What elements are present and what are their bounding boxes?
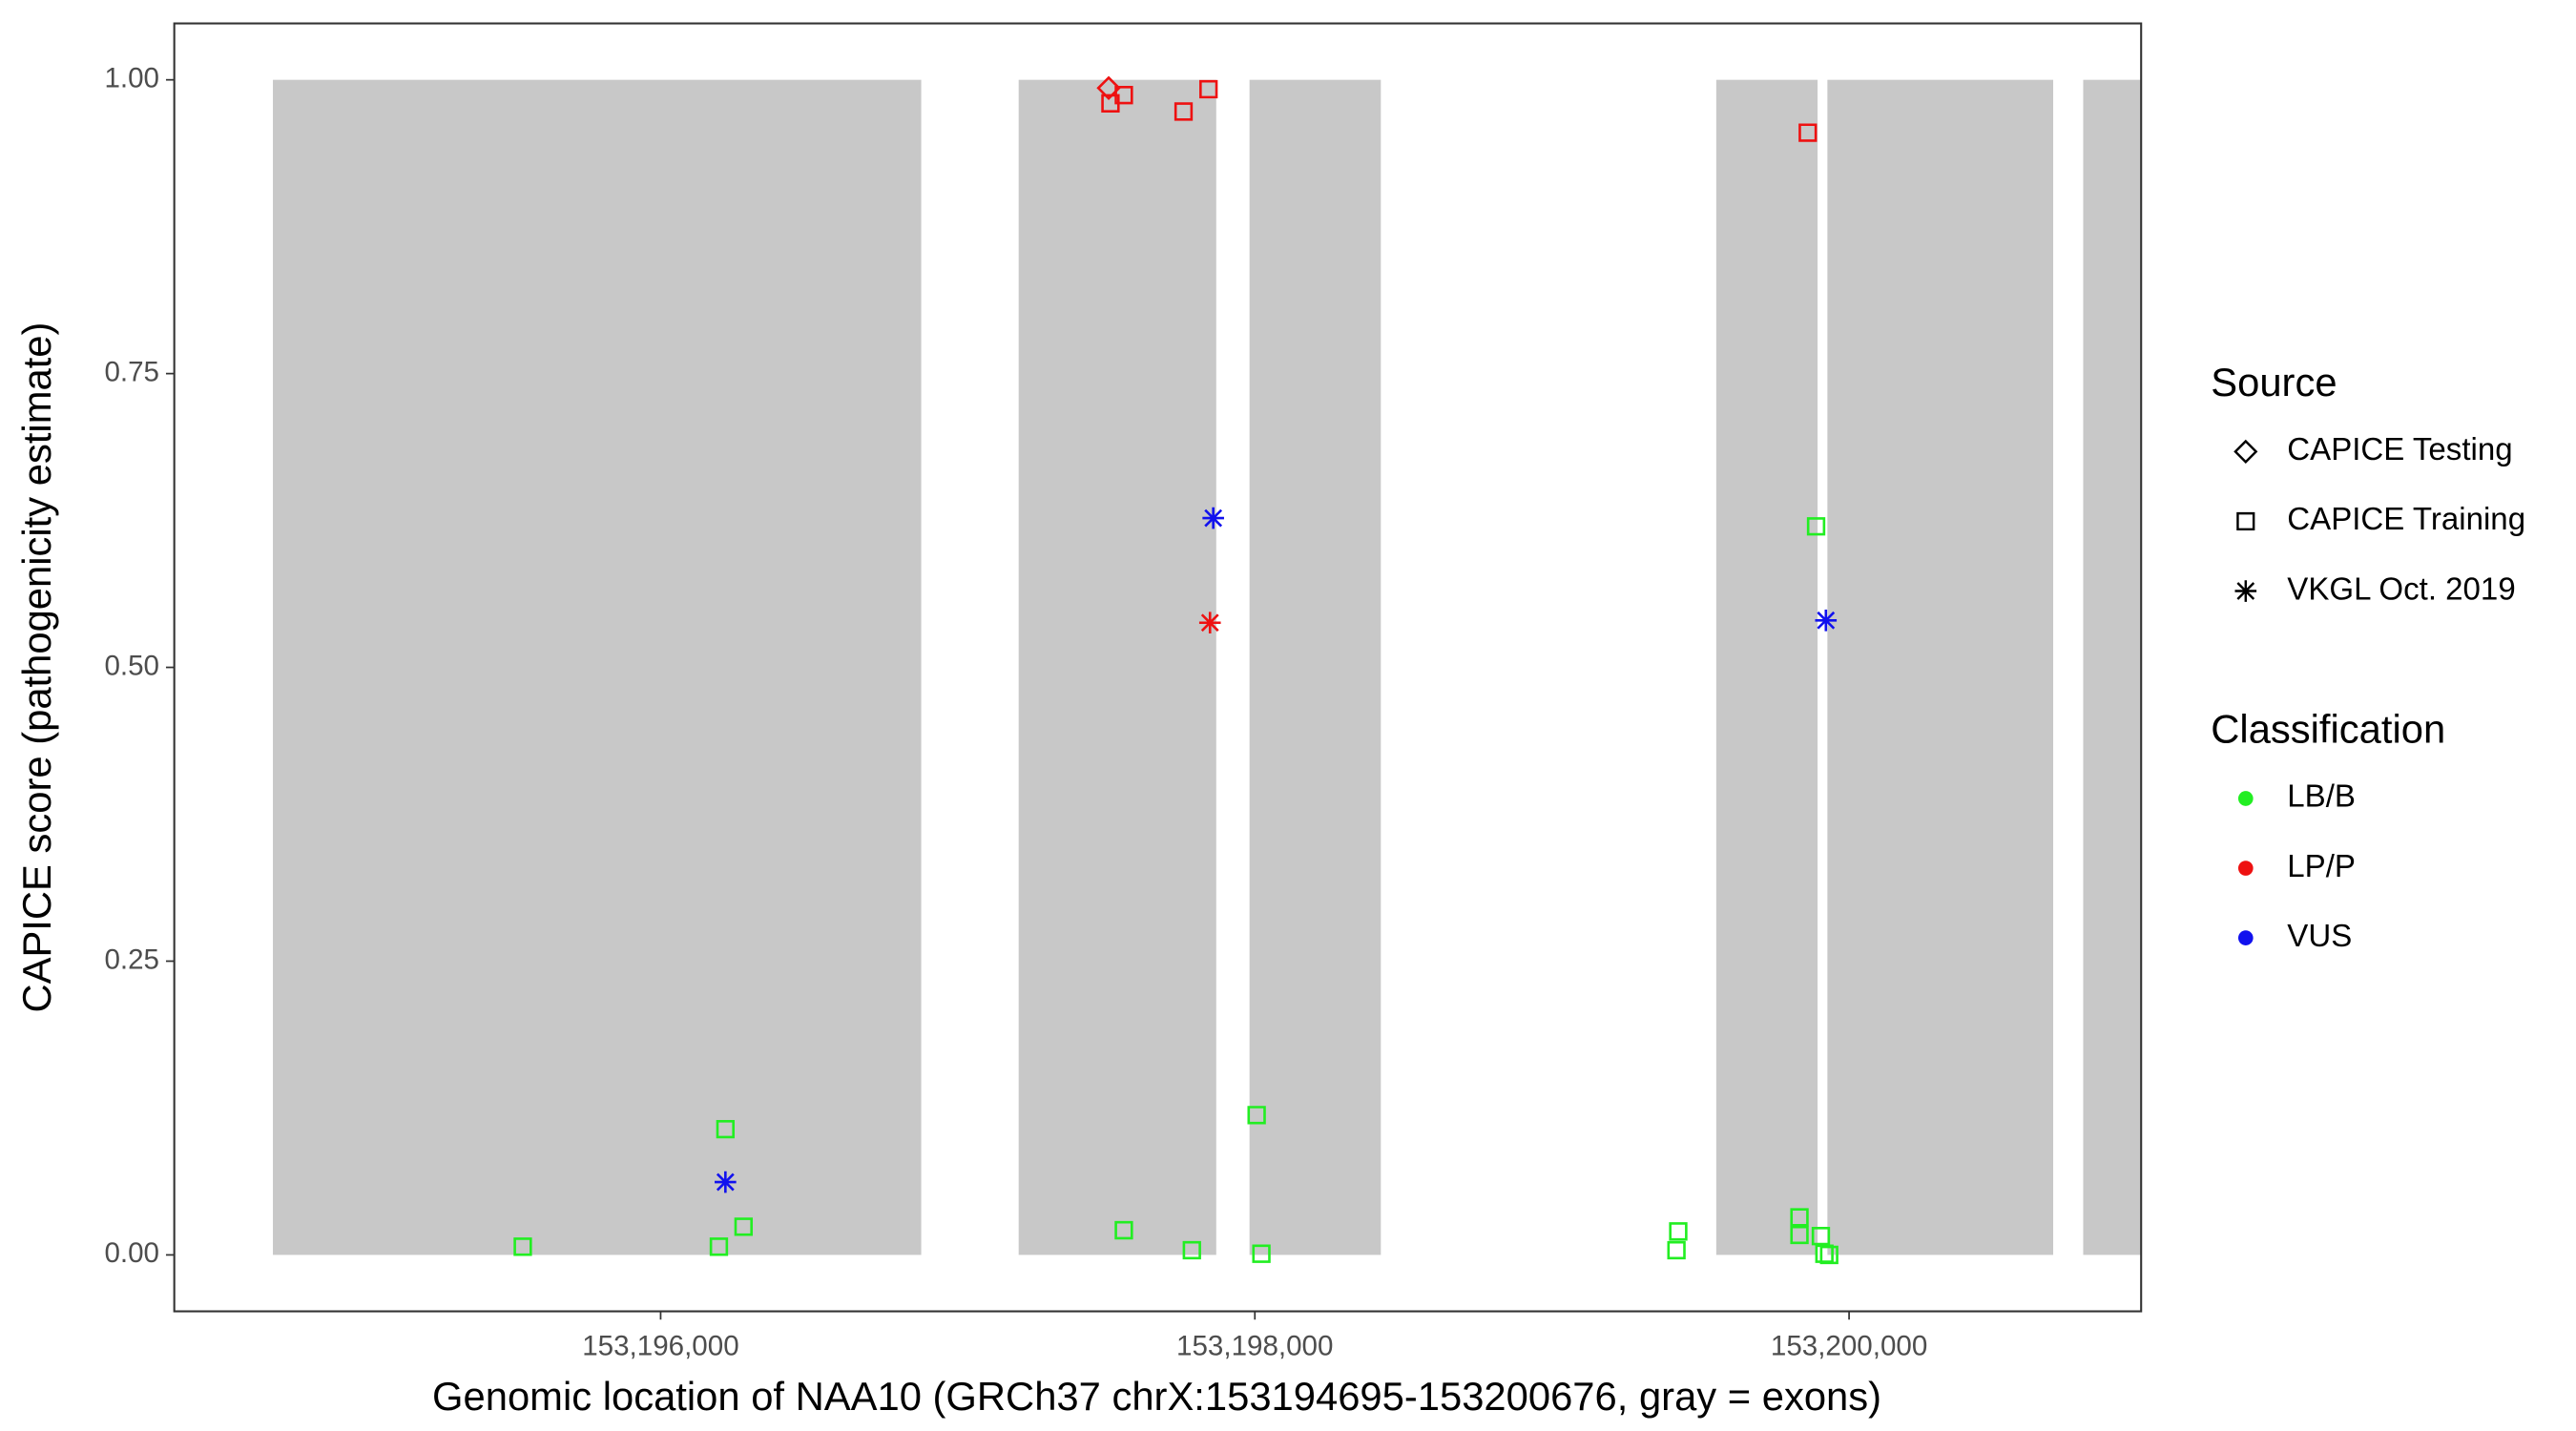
legend-key bbox=[2234, 580, 2257, 602]
point bbox=[1101, 93, 1120, 113]
point bbox=[715, 1171, 737, 1193]
legend-key bbox=[2233, 439, 2258, 464]
point bbox=[709, 1237, 729, 1256]
legend-label: VUS bbox=[2287, 919, 2352, 954]
point bbox=[1252, 1244, 1271, 1263]
legend-key bbox=[2236, 511, 2255, 531]
point bbox=[1114, 86, 1133, 105]
point bbox=[1198, 612, 1221, 634]
point bbox=[734, 1217, 753, 1236]
y-tick-label: 0.25 bbox=[104, 944, 159, 975]
y-tick-label: 1.00 bbox=[104, 62, 159, 93]
legend-title: Source bbox=[2211, 360, 2337, 404]
point bbox=[1182, 1240, 1201, 1260]
legend-title: Classification bbox=[2211, 706, 2445, 751]
exon bbox=[1827, 79, 2054, 1255]
x-tick-label: 153,196,000 bbox=[582, 1331, 738, 1362]
y-tick-label: 0.75 bbox=[104, 356, 159, 387]
legend-label: CAPICE Testing bbox=[2287, 432, 2512, 467]
point bbox=[1790, 1225, 1809, 1245]
point bbox=[1247, 1106, 1266, 1125]
legend-label: VKGL Oct. 2019 bbox=[2287, 571, 2515, 607]
point bbox=[1790, 1208, 1809, 1227]
point bbox=[1174, 102, 1194, 121]
legend-key bbox=[2237, 861, 2254, 876]
point bbox=[1669, 1222, 1688, 1241]
x-tick-label: 153,198,000 bbox=[1176, 1331, 1333, 1362]
y-tick-label: 0.50 bbox=[104, 650, 159, 681]
point bbox=[1815, 609, 1838, 632]
point bbox=[1819, 1245, 1839, 1265]
point bbox=[513, 1237, 532, 1256]
legend-key bbox=[2237, 791, 2254, 806]
exon bbox=[1249, 79, 1381, 1255]
exon bbox=[273, 79, 922, 1255]
point bbox=[716, 1119, 735, 1139]
plot-area bbox=[273, 75, 2142, 1265]
point bbox=[1202, 507, 1224, 529]
legend-label: LP/P bbox=[2287, 849, 2356, 884]
y-tick-label: 0.00 bbox=[104, 1237, 159, 1269]
exon bbox=[1018, 79, 1216, 1255]
legend-key bbox=[2237, 930, 2254, 945]
legend-label: CAPICE Training bbox=[2287, 502, 2525, 537]
y-axis-title: CAPICE score (pathogenicity estimate) bbox=[14, 322, 59, 1013]
legend-label: LB/B bbox=[2287, 779, 2356, 815]
point bbox=[1199, 79, 1218, 99]
exon bbox=[2083, 79, 2142, 1255]
point bbox=[1096, 75, 1121, 100]
point bbox=[1806, 517, 1826, 536]
point bbox=[1114, 1220, 1133, 1240]
x-axis-title: Genomic location of NAA10 (GRCh37 chrX:1… bbox=[432, 1374, 1881, 1419]
x-tick-label: 153,200,000 bbox=[1771, 1331, 1927, 1362]
point bbox=[1667, 1240, 1686, 1260]
panel-border bbox=[173, 22, 2143, 1313]
point bbox=[1811, 1227, 1831, 1246]
point bbox=[1798, 123, 1818, 142]
exon bbox=[1715, 79, 1818, 1255]
